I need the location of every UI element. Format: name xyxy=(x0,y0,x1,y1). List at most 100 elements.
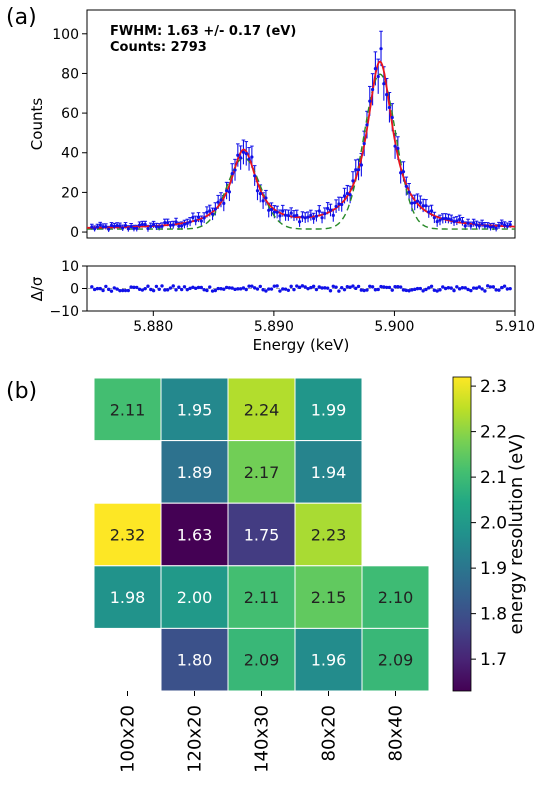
data-point xyxy=(101,225,105,229)
data-point xyxy=(182,222,187,226)
data-point xyxy=(390,115,394,120)
residual-point xyxy=(135,285,139,290)
residual-point xyxy=(160,284,164,288)
residual-point xyxy=(418,286,423,291)
data-point xyxy=(121,226,125,230)
data-point xyxy=(379,47,383,51)
data-point xyxy=(340,202,344,207)
data-point xyxy=(359,163,363,167)
data-point xyxy=(306,215,310,219)
data-point xyxy=(477,224,481,228)
residual-point xyxy=(90,285,94,289)
y-tick-label: 0 xyxy=(70,282,79,298)
data-point xyxy=(93,227,97,231)
data-point xyxy=(480,222,484,226)
heatmap-cell-label: 2.32 xyxy=(110,526,146,545)
data-point xyxy=(368,99,372,103)
spectrum-yticks: 0 20 40 60 80 100 xyxy=(52,27,87,241)
residual-point xyxy=(151,288,156,293)
data-point xyxy=(432,216,436,220)
residual-point xyxy=(365,288,369,292)
data-point xyxy=(219,198,223,202)
data-point xyxy=(118,224,122,228)
heatmap-cell xyxy=(227,565,296,629)
data-point xyxy=(160,224,164,228)
y-tick-label: 0 xyxy=(70,225,79,241)
y-tick-label: 40 xyxy=(61,146,79,162)
residual-point xyxy=(219,286,223,291)
residual-point xyxy=(474,286,479,290)
residual-point xyxy=(250,284,254,288)
data-point xyxy=(267,208,271,212)
data-point xyxy=(289,211,293,215)
y-tick-label: 100 xyxy=(52,27,79,43)
residual-point xyxy=(452,288,456,293)
heatmap-cell xyxy=(294,440,363,504)
residual-point xyxy=(101,288,105,293)
residual-point xyxy=(165,288,170,292)
residual-point xyxy=(398,285,403,289)
residual-point xyxy=(241,286,246,290)
data-point xyxy=(418,201,422,205)
heatmap-cell-label: 1.63 xyxy=(177,526,213,545)
residual-point xyxy=(109,289,114,293)
y-tick-label: 20 xyxy=(61,185,79,201)
data-point xyxy=(174,220,178,224)
data-point xyxy=(244,151,248,156)
residual-point xyxy=(306,286,310,291)
data-point xyxy=(129,224,133,229)
spectrum-plot: FWHM: 1.63 +/- 0.17 (eV) Counts: 2793 Co… xyxy=(28,9,516,241)
spectrum-ylabel: Counts xyxy=(28,98,46,151)
data-point xyxy=(331,213,335,218)
data-point xyxy=(488,225,493,229)
residual-point xyxy=(438,288,442,292)
data-point xyxy=(472,221,476,225)
residual-point xyxy=(457,287,462,291)
residual-point xyxy=(272,284,277,288)
colorbar-tick-label: 2.1 xyxy=(480,468,507,488)
y-tick-label: 10 xyxy=(61,259,79,275)
residual-point xyxy=(126,288,131,293)
data-point xyxy=(143,222,147,227)
data-point xyxy=(199,219,203,223)
residual-point xyxy=(337,289,341,293)
data-point xyxy=(303,216,307,220)
residual-point xyxy=(502,284,507,288)
data-point xyxy=(202,216,206,220)
residual-point xyxy=(477,285,481,289)
spectrum-points xyxy=(90,47,512,231)
residual-point xyxy=(354,286,358,291)
data-point xyxy=(163,221,167,225)
data-point xyxy=(449,217,453,222)
data-point xyxy=(224,189,229,193)
data-point xyxy=(326,206,330,211)
y-tick-label: −10 xyxy=(49,304,79,320)
residual-point xyxy=(334,285,338,289)
residual-point xyxy=(261,288,265,292)
residual-point xyxy=(384,285,389,290)
colorbar-tick-label: 2.0 xyxy=(480,514,507,534)
data-point xyxy=(337,202,341,206)
residual-point xyxy=(497,288,501,292)
residual-point xyxy=(264,289,268,293)
spectrum-errorbars xyxy=(90,30,512,233)
residual-point xyxy=(376,287,380,292)
residual-point xyxy=(446,286,451,290)
residual-point xyxy=(432,288,437,292)
data-point xyxy=(208,209,212,213)
data-point xyxy=(247,157,251,161)
residual-point xyxy=(407,289,411,293)
data-point xyxy=(258,192,262,196)
data-point xyxy=(505,224,509,228)
heatmap-cell xyxy=(227,627,296,692)
data-point xyxy=(373,67,378,71)
residual-point xyxy=(356,284,361,289)
data-point xyxy=(441,216,445,221)
data-point xyxy=(314,214,319,218)
residual-point xyxy=(429,284,434,289)
data-point xyxy=(494,226,498,230)
heatmap-cell xyxy=(160,565,229,629)
colorbar-tick-label: 2.3 xyxy=(480,377,507,397)
heatmap-cell-label: 1.89 xyxy=(177,463,213,482)
colorbar-label: energy resolution (eV) xyxy=(506,434,527,635)
